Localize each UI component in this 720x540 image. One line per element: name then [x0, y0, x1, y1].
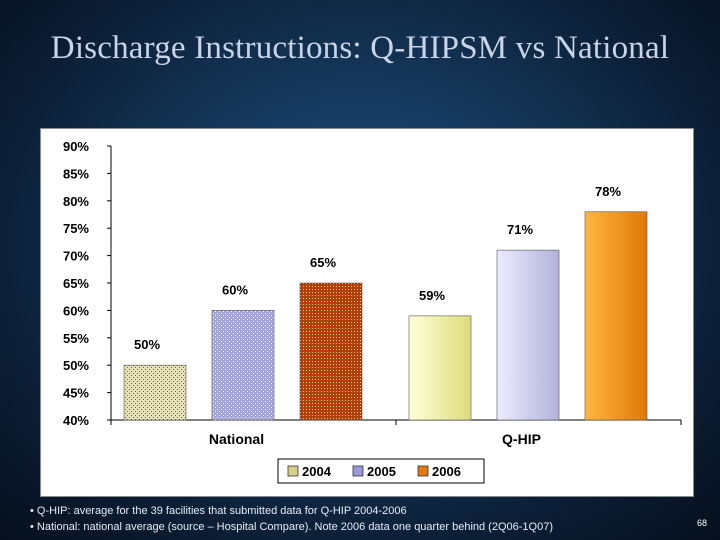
y-tick-label: 50% [63, 358, 89, 373]
y-tick-label: 40% [63, 413, 89, 428]
footnotes: • Q-HIP: average for the 39 facilities t… [30, 503, 650, 535]
y-tick-label: 75% [63, 221, 89, 236]
data-label: 78% [595, 184, 621, 199]
bar-q-hip-2005 [496, 249, 560, 421]
legend-swatch-2005 [352, 465, 364, 477]
y-tick-label: 90% [63, 139, 89, 154]
bar-chart: 40% 45% 50% 55% 60% 65% 70% 75% 80% 85% 90% 50% 60% 6… [63, 139, 682, 484]
legend-label-2005: 2005 [367, 464, 396, 479]
legend-box [277, 458, 485, 484]
footnote-qhip: • Q-HIP: average for the 39 facilities t… [30, 505, 407, 517]
bar-national-2004 [123, 364, 187, 421]
bar-q-hip-2004 [408, 315, 472, 421]
legend-swatch-2006 [417, 465, 429, 477]
y-tick-label: 70% [63, 249, 89, 264]
slide-title: Discharge Instructions: Q-HIPSM vs Natio… [50, 30, 670, 66]
legend-label-2004: 2004 [302, 464, 332, 479]
data-label: 60% [222, 282, 248, 297]
legend-swatch-2004 [287, 465, 299, 477]
y-tick-label: 85% [63, 166, 89, 181]
data-label: 59% [419, 288, 445, 303]
category-label: Q-HIP [502, 431, 541, 447]
chart-panel: 40% 45% 50% 55% 60% 65% 70% 75% 80% 85% 90% 50% 60% 6… [40, 128, 694, 497]
page-number: 68 [697, 518, 708, 528]
y-tick-label: 60% [63, 303, 89, 318]
bar-national-2005 [211, 310, 275, 421]
data-label: 71% [507, 222, 533, 237]
bar-national-2006 [299, 282, 363, 421]
data-label: 65% [310, 255, 336, 270]
y-tick-label: 45% [63, 386, 89, 401]
y-tick-label: 80% [63, 194, 89, 209]
legend-label-2006: 2006 [432, 464, 461, 479]
category-label: National [209, 431, 264, 447]
bar-q-hip-2006 [584, 211, 648, 421]
data-label: 50% [134, 337, 160, 352]
footnote-national: • National: national average (source – H… [30, 521, 553, 533]
y-tick-label: 55% [63, 331, 89, 346]
y-tick-label: 65% [63, 276, 89, 291]
